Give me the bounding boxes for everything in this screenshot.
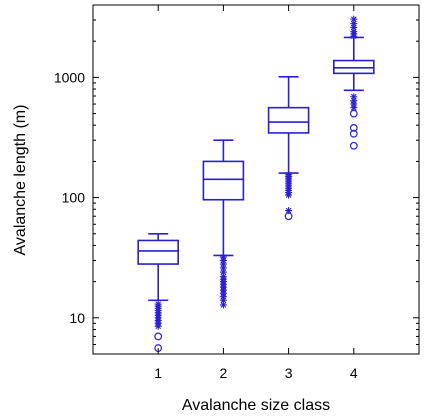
- axes: 10 100 1000 1 2 3 4: [54, 4, 419, 381]
- outlier-star: [350, 15, 358, 23]
- box-group: [332, 15, 375, 150]
- y-axis-title: Avalanche length (m): [12, 105, 29, 256]
- box-iqr: [267, 106, 310, 134]
- outlier-circle: [349, 109, 358, 118]
- x-axis-title: Avalanche size class: [182, 397, 330, 414]
- outlier-circle: [284, 212, 293, 221]
- outlier-star: [219, 264, 227, 272]
- x-tick-label: 1: [154, 365, 162, 381]
- outlier-star: [154, 322, 162, 330]
- x-tick-label: 2: [220, 365, 228, 381]
- outlier-circle: [349, 129, 358, 138]
- box-group: [137, 232, 179, 352]
- box-iqr: [137, 239, 179, 265]
- plot-marks: [137, 15, 375, 352]
- outlier-star: [285, 191, 293, 199]
- outlier-circle: [349, 123, 358, 132]
- outlier-star: [285, 207, 293, 215]
- outlier-circle: [154, 332, 163, 341]
- y-tick-label: 10: [69, 310, 85, 326]
- y-tick-label: 100: [62, 190, 86, 206]
- box-group: [267, 76, 310, 221]
- y-tick-label: 1000: [54, 69, 85, 85]
- plot-frame: [92, 4, 420, 355]
- x-tick-label: 4: [350, 365, 358, 381]
- outlier-star: [350, 104, 358, 112]
- x-tick-label: 3: [285, 365, 293, 381]
- outlier-star: [219, 301, 227, 309]
- box-iqr: [332, 59, 375, 75]
- box-iqr: [202, 160, 245, 201]
- outlier-circle: [349, 141, 358, 150]
- box-group: [202, 139, 245, 309]
